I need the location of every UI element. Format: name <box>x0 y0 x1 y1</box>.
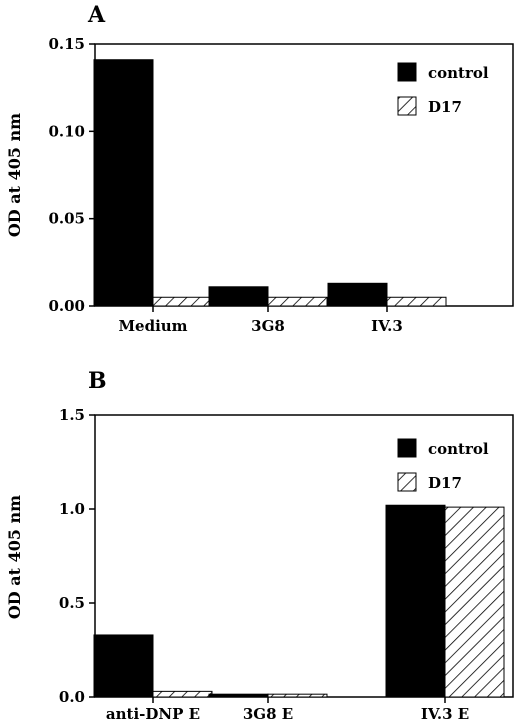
panel-b-y-tick-label: 0.0 <box>59 688 85 706</box>
panel-a-plot-frame <box>94 43 514 307</box>
panel-b-category-label: IV.3 E <box>421 705 469 723</box>
panel-a-y-axis-title: OD at 405 nm <box>5 113 24 237</box>
panel-b-legend-label-d17: D17 <box>428 474 462 492</box>
panel-b-y-tick-label: 1.5 <box>59 406 85 424</box>
panel-b-legend-swatch-d17 <box>397 472 417 492</box>
panel-b-bar-control-3g8-e <box>208 693 269 698</box>
panel-a-bar-control-3g8 <box>208 286 269 307</box>
panel-b-bar-d17-anti-dnp-e <box>152 690 213 698</box>
panel-b-bar-d17-iv-3-e <box>444 506 505 698</box>
panel-b-category-label: anti-DNP E <box>106 705 200 723</box>
panel-a-category-label: 3G8 <box>251 317 285 335</box>
panel-a-bar-d17-3g8 <box>267 296 328 307</box>
panel-a-bar-d17-iv-3 <box>386 296 447 307</box>
panel-b-category-label: 3G8 E <box>243 705 293 723</box>
panel-b-letter: B <box>88 368 107 394</box>
panel-a-bar-control-medium <box>93 59 154 307</box>
panel-a-chart: 0.00 0.05 0.10 0.15 OD at 405 nm Medium 3G8 IV.… <box>5 35 514 335</box>
panel-a-y-tick-label: 0.15 <box>48 35 85 53</box>
panel-a-legend-swatch-control <box>397 62 417 82</box>
panel-b-y-tick-label: 1.0 <box>59 500 85 518</box>
panel-a-letter: A <box>87 2 106 28</box>
panel-b-legend-swatch-control <box>397 438 417 458</box>
panel-a-legend-label-d17: D17 <box>428 98 462 116</box>
panel-b-bar-d17-3g8-e <box>267 693 328 698</box>
panel-a-category-label: Medium <box>118 317 187 335</box>
panel-a-y-tick-label: 0.00 <box>48 297 85 315</box>
panel-a-y-tick-label: 0.10 <box>48 122 85 140</box>
panel-a-y-tick-label: 0.05 <box>48 210 85 228</box>
panel-a-category-label: IV.3 <box>371 317 403 335</box>
panel-a-bar-control-iv-3 <box>327 282 388 307</box>
panel-b-bar-control-anti-dnp-e <box>93 634 154 698</box>
panel-b-chart: 0.0 0.5 1.0 1.5 OD at 405 nm anti-DNP E 3G8 E I… <box>5 406 514 723</box>
panel-b-bar-control-iv-3-e <box>385 504 446 698</box>
panel-a-legend-swatch-d17 <box>397 96 417 116</box>
panel-b-y-tick-label: 0.5 <box>59 594 85 612</box>
panel-b-legend-label-control: control <box>428 440 489 458</box>
panel-b-y-axis-title: OD at 405 nm <box>5 495 24 619</box>
panel-a-legend-label-control: control <box>428 64 489 82</box>
panel-a-bar-d17-medium <box>152 296 213 307</box>
